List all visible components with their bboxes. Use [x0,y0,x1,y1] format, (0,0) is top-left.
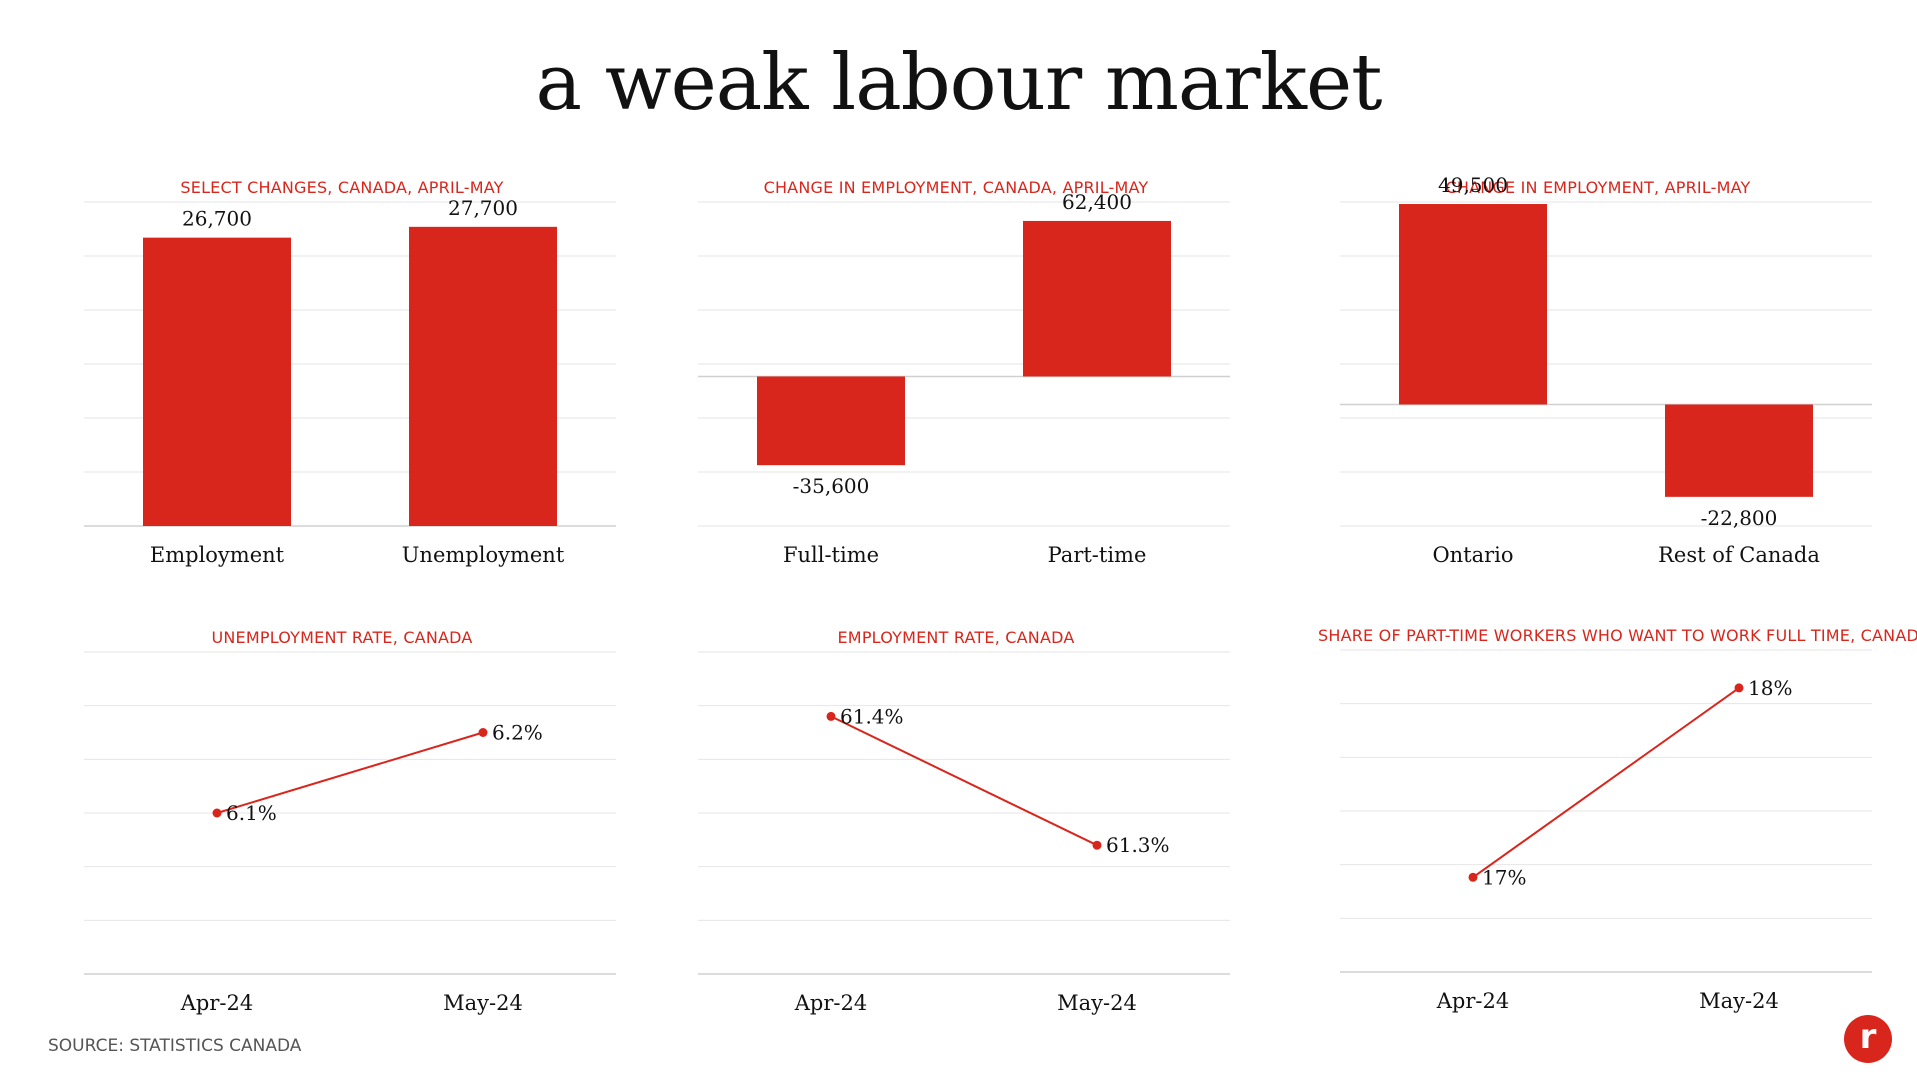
data-label: 17% [1482,865,1526,889]
data-label: 49,500 [1438,173,1508,197]
series-line [1472,687,1740,879]
series-line [830,715,1098,847]
bar-full-time [757,376,905,466]
chart-title: CHANGE IN EMPLOYMENT, CANADA, APRIL-MAY [763,178,1149,197]
chart-title: CHANGE IN EMPLOYMENT, APRIL-MAY [1445,178,1751,197]
line-chart-part-time-share: 17% Apr-24 18% May-24 [1340,649,1872,1013]
data-label: 6.2% [492,721,543,745]
category-label: Employment [150,543,285,567]
main-title: a weak labour market [535,38,1383,128]
chart-title: UNEMPLOYMENT RATE, CANADA [211,628,473,647]
category-label: Apr-24 [1436,989,1509,1013]
bar-employment [143,237,291,526]
series-line [216,731,484,814]
category-label: May-24 [1699,989,1779,1013]
bar-chart-employment-type: -35,600 Full-time 62,400 Part-time [698,190,1230,567]
bar-ontario [1399,204,1547,405]
category-label: May-24 [1057,991,1137,1015]
chart-panel-employment-region: CHANGE IN EMPLOYMENT, APRIL-MAY 49,500 On… [1318,173,1878,618]
data-label: 26,700 [182,207,252,231]
data-point [1734,683,1744,693]
bar-unemployment [409,226,557,526]
chart-panel-employment-rate: EMPLOYMENT RATE, CANADA 61.4% Apr-24 61.3%… [676,628,1236,1068]
brand-logo: r [1844,1015,1892,1063]
line-chart-employment-rate: 61.4% Apr-24 61.3% May-24 [698,651,1230,1015]
data-point [212,808,222,818]
data-point [826,711,836,721]
data-point [1092,840,1102,850]
category-label: May-24 [443,991,523,1015]
chart-panel-part-time-share: SHARE OF PART-TIME WORKERS WHO WANT TO W… [1318,626,1917,1066]
data-label: 18% [1748,676,1792,700]
category-label: Ontario [1432,543,1513,567]
category-label: Apr-24 [180,991,253,1015]
data-label: 27,700 [448,196,518,220]
category-label: Rest of Canada [1658,543,1820,567]
chart-panel-employment-type: CHANGE IN EMPLOYMENT, CANADA, APRIL-MAY … [676,178,1236,618]
data-label: 62,400 [1062,190,1132,214]
data-label: 61.3% [1106,833,1170,857]
data-point [478,728,488,737]
data-label: 61.4% [840,704,904,728]
bar-chart-select-changes: 26,700 Employment 27,700 Unemployment [84,196,616,567]
chart-panel-unemployment-rate: UNEMPLOYMENT RATE, CANADA 6.1% Apr-24 6.2%… [62,628,622,1068]
bar-chart-employment-region: 49,500 Ontario -22,800 Rest of Canada [1340,173,1872,567]
data-point [1468,872,1478,882]
category-label: Apr-24 [794,991,867,1015]
category-label: Unemployment [402,543,565,567]
bar-rest-of-canada [1665,404,1813,497]
source-note: SOURCE: STATISTICS CANADA [48,1036,302,1056]
data-label: 6.1% [226,801,277,825]
chart-title: SELECT CHANGES, CANADA, APRIL-MAY [180,178,504,197]
bar-part-time [1023,220,1171,377]
data-label: -22,800 [1701,506,1778,530]
category-label: Part-time [1048,543,1147,567]
line-chart-unemployment-rate: 6.1% Apr-24 6.2% May-24 [84,651,616,1015]
chart-panel-select-changes: SELECT CHANGES, CANADA, APRIL-MAY 26,700… [62,178,622,618]
data-label: -35,600 [793,474,870,498]
chart-title: EMPLOYMENT RATE, CANADA [837,628,1075,647]
chart-title: SHARE OF PART-TIME WORKERS WHO WANT TO W… [1318,626,1917,645]
category-label: Full-time [783,543,879,567]
